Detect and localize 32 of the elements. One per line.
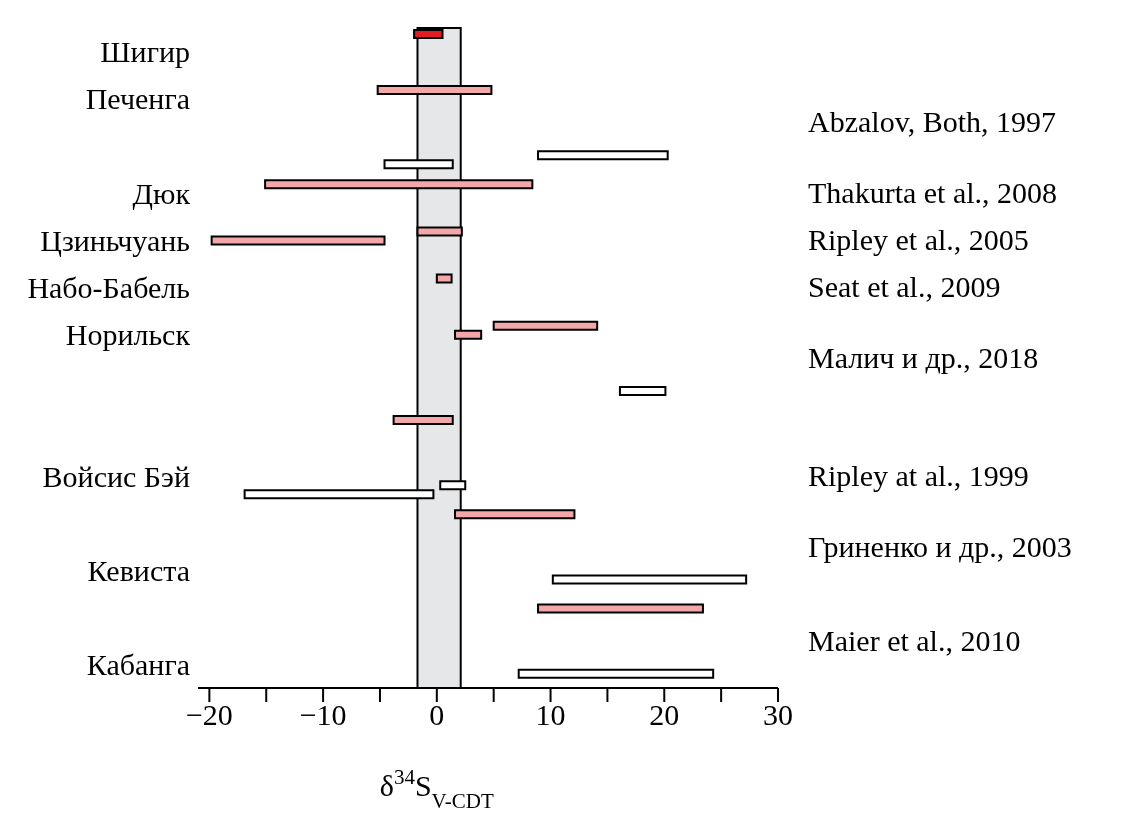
y-tick-label: Набо-Бабель <box>27 270 190 304</box>
text: Maier et al., 2010 <box>808 622 1021 659</box>
y-tick-label: Шигир <box>100 35 190 69</box>
bar <box>537 603 704 614</box>
text: Ripley at al., 1999 <box>808 457 1029 494</box>
text: Abzalov, Both, 1997 <box>808 104 1057 141</box>
x-tick-label: 30 <box>763 698 793 732</box>
x-axis-title: δ$^{34}$S$_{V-CDT}$ <box>379 765 495 813</box>
y-tick-label: Печенга <box>85 82 190 116</box>
y-tick-label: Норильск <box>65 318 191 352</box>
bar <box>492 320 599 331</box>
x-tick-label: −10 <box>299 698 347 732</box>
bar <box>210 235 386 246</box>
y-tick-label: Войсис Бэй <box>42 459 190 493</box>
text: Thakurta et al., 2008 <box>808 175 1058 211</box>
bar <box>551 574 748 585</box>
text: Seat et al., 2009 <box>808 269 1001 306</box>
bar <box>537 150 669 161</box>
text: Гриненко и др., 2003 <box>808 528 1072 565</box>
text: Ripley et al., 2005 <box>808 222 1029 259</box>
y-tick-label: Дюк <box>132 176 191 210</box>
y-tick-label: Кевиста <box>87 553 190 587</box>
bar <box>517 668 715 679</box>
x-tick-label: 0 <box>429 698 445 732</box>
x-tick-label: 10 <box>535 698 566 732</box>
y-tick-label: Кабанга <box>86 648 190 682</box>
bar <box>618 385 667 396</box>
text: Малич и др., 2018 <box>808 340 1039 376</box>
bar <box>435 273 453 284</box>
y-tick-label: Цзиньчуань <box>40 223 190 257</box>
x-tick-label: 20 <box>649 698 680 732</box>
x-tick-label: −20 <box>185 698 233 732</box>
